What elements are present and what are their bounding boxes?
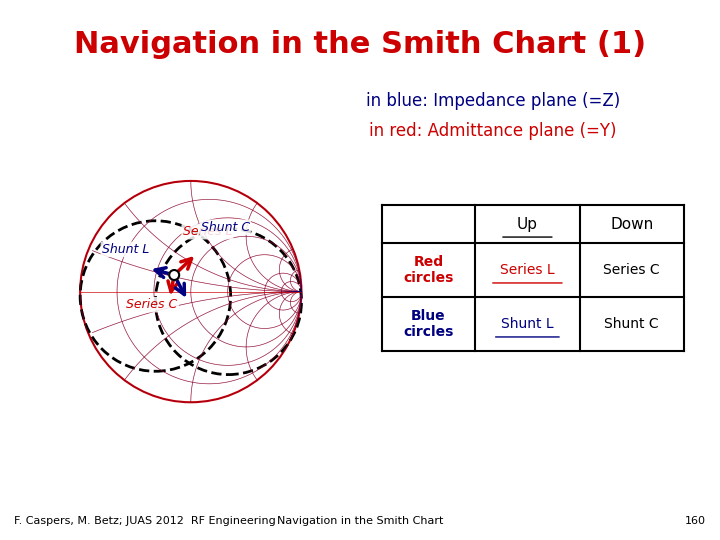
Text: Down: Down: [610, 217, 654, 232]
Text: in blue: Impedance plane (=Z): in blue: Impedance plane (=Z): [366, 92, 621, 110]
Text: Series L: Series L: [500, 263, 554, 277]
Text: Shunt C: Shunt C: [605, 317, 659, 331]
Text: Red
circles: Red circles: [403, 255, 454, 285]
Text: in red: Admittance plane (=Y): in red: Admittance plane (=Y): [369, 122, 617, 139]
Text: F. Caspers, M. Betz; JUAS 2012  RF Engineering: F. Caspers, M. Betz; JUAS 2012 RF Engine…: [14, 516, 276, 526]
Text: Shunt L: Shunt L: [102, 243, 149, 256]
Text: Navigation in the Smith Chart (1): Navigation in the Smith Chart (1): [74, 30, 646, 59]
Text: Shunt L: Shunt L: [501, 317, 554, 331]
Text: Shunt C: Shunt C: [201, 221, 250, 234]
Text: Series L: Series L: [183, 225, 232, 238]
Text: 160: 160: [685, 516, 706, 526]
Text: Series C: Series C: [127, 298, 178, 311]
Text: Navigation in the Smith Chart: Navigation in the Smith Chart: [276, 516, 444, 526]
Text: Series C: Series C: [603, 263, 660, 277]
Text: Up: Up: [517, 217, 538, 232]
Circle shape: [169, 270, 179, 280]
Text: Blue
circles: Blue circles: [403, 309, 454, 339]
